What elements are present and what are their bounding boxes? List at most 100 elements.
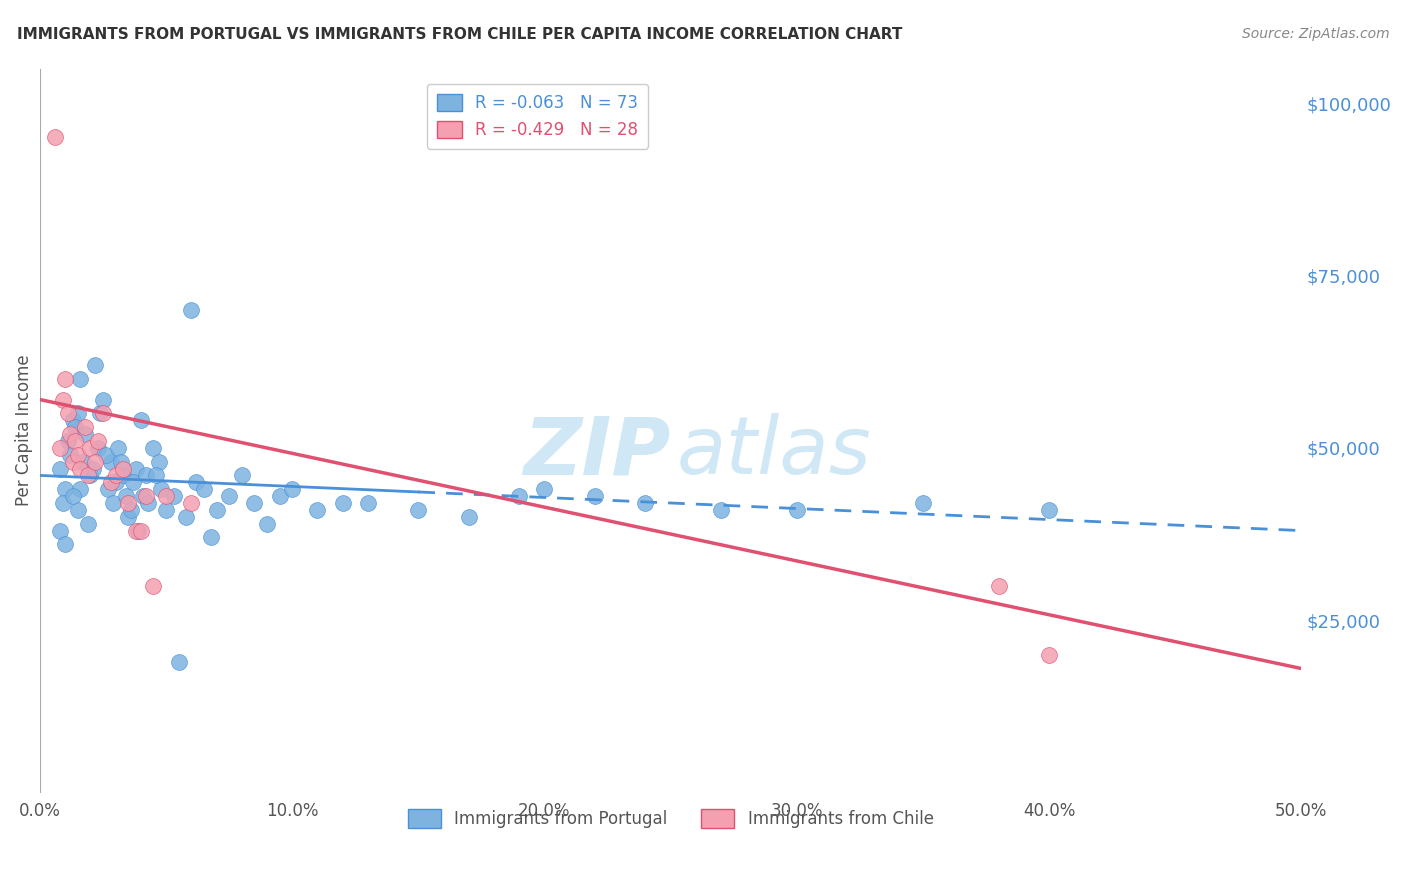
Point (97, 482, 120, 496)
Text: atlas: atlas (676, 413, 872, 491)
Point (56, 406, 79, 420)
Point (100, 475, 122, 490)
Point (49, 524, 72, 538)
Point (82, 461, 104, 475)
Point (205, 503, 228, 517)
Point (786, 503, 808, 517)
Point (56, 434, 79, 448)
Point (127, 524, 149, 538)
Point (66, 503, 89, 517)
Point (87, 441, 110, 455)
Point (148, 455, 170, 469)
Point (53, 537, 76, 551)
Point (1038, 503, 1060, 517)
Point (52, 392, 75, 407)
Point (104, 475, 127, 490)
Point (79, 441, 101, 455)
Point (65, 434, 87, 448)
Point (987, 579, 1010, 593)
Point (110, 455, 132, 469)
Point (112, 461, 135, 475)
Point (243, 496, 266, 510)
Point (91, 392, 114, 407)
Point (167, 655, 190, 669)
Point (218, 489, 240, 503)
Point (634, 496, 657, 510)
Point (583, 489, 606, 503)
Point (180, 496, 202, 510)
Point (65, 420, 87, 434)
Point (135, 468, 157, 483)
Point (135, 489, 157, 503)
Point (142, 441, 165, 455)
Point (132, 489, 155, 503)
Point (256, 516, 278, 531)
Point (62, 413, 84, 427)
Point (112, 468, 135, 483)
Point (84, 455, 107, 469)
Point (129, 413, 152, 427)
Point (155, 489, 177, 503)
Point (69, 482, 91, 496)
Point (174, 509, 197, 524)
Point (87, 434, 110, 448)
Point (533, 482, 555, 496)
Point (122, 475, 145, 490)
Point (94, 448, 117, 462)
Text: Source: ZipAtlas.com: Source: ZipAtlas.com (1241, 27, 1389, 41)
Point (75, 420, 97, 434)
Point (72, 455, 94, 469)
Point (281, 482, 304, 496)
Point (142, 579, 165, 593)
Point (163, 489, 186, 503)
Point (307, 503, 329, 517)
Point (138, 496, 160, 510)
Point (114, 489, 136, 503)
Point (129, 524, 152, 538)
Point (101, 496, 124, 510)
Point (62, 489, 84, 503)
Point (1038, 648, 1060, 662)
Point (117, 496, 139, 510)
Point (84, 358, 107, 372)
Point (66, 448, 89, 462)
Point (76, 516, 98, 531)
Point (457, 509, 479, 524)
Point (52, 496, 75, 510)
Point (100, 455, 122, 469)
Point (49, 461, 72, 475)
Point (200, 531, 222, 545)
Point (89, 406, 111, 420)
Text: ZIP: ZIP (523, 413, 671, 491)
Point (44, 130, 66, 145)
Point (357, 496, 380, 510)
Point (269, 489, 291, 503)
Point (107, 441, 129, 455)
Point (125, 461, 148, 475)
Point (104, 468, 127, 483)
Point (49, 441, 72, 455)
Point (231, 468, 253, 483)
Point (120, 503, 142, 517)
Y-axis label: Per Capita Income: Per Capita Income (15, 355, 32, 507)
Point (66, 406, 89, 420)
Point (710, 503, 733, 517)
Point (75, 427, 97, 442)
Point (125, 524, 148, 538)
Point (79, 468, 101, 483)
Point (69, 372, 91, 386)
Point (59, 427, 82, 442)
Point (59, 448, 82, 462)
Point (180, 302, 202, 317)
Point (150, 482, 173, 496)
Point (911, 496, 934, 510)
Legend: Immigrants from Portugal, Immigrants from Chile: Immigrants from Portugal, Immigrants fro… (401, 803, 941, 835)
Point (508, 489, 530, 503)
Point (76, 468, 98, 483)
Point (155, 503, 177, 517)
Point (62, 455, 84, 469)
Point (53, 372, 76, 386)
Point (53, 482, 76, 496)
Point (91, 406, 114, 420)
Point (145, 468, 167, 483)
